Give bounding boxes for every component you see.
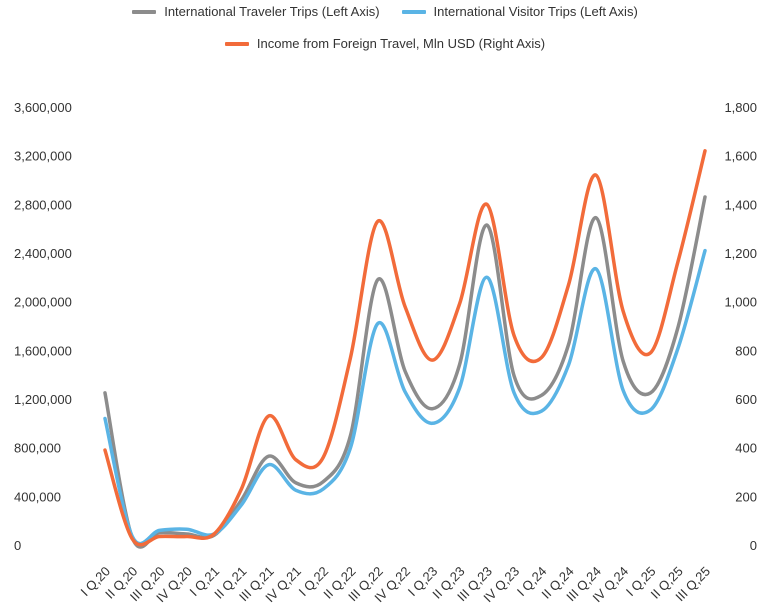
right-tick-label: 800	[735, 343, 757, 358]
right-axis: 0 200 400 600 800 1,000 1,200 1,400 1,600 1,800	[724, 100, 757, 553]
right-tick-label: 1,600	[724, 149, 757, 164]
right-tick-label: 400	[735, 441, 757, 456]
left-tick-label: 2,400,000	[14, 246, 72, 261]
right-tick-label: 1,400	[724, 197, 757, 212]
legend-row-1: International Traveler Trips (Left Axis)…	[0, 4, 770, 19]
right-tick-label: 1,200	[724, 246, 757, 261]
right-tick-label: 0	[750, 538, 757, 553]
left-tick-label: 2,000,000	[14, 295, 72, 310]
left-tick-label: 1,200,000	[14, 392, 72, 407]
left-axis: 0 400,000 800,000 1,200,000 1,600,000 2,000,0…	[14, 100, 72, 553]
legend-item-traveler: International Traveler Trips (Left Axis)	[132, 4, 380, 19]
legend-item-visitor: International Visitor Trips (Left Axis)	[401, 4, 638, 19]
legend-label-income: Income from Foreign Travel, Mln USD (Rig…	[256, 36, 546, 51]
legend-swatch-visitor	[401, 9, 426, 14]
right-tick-label: 1,800	[724, 100, 757, 115]
series-lines	[103, 149, 707, 549]
left-tick-label: 1,600,000	[14, 343, 72, 358]
traveler-trips-line	[103, 195, 707, 549]
right-tick-label: 200	[735, 489, 757, 504]
left-tick-label: 3,600,000	[14, 100, 72, 115]
legend-row-2: Income from Foreign Travel, Mln USD (Rig…	[0, 36, 770, 51]
left-tick-label: 3,200,000	[14, 149, 72, 164]
legend-label-traveler: International Traveler Trips (Left Axis)	[164, 4, 380, 19]
left-tick-label: 2,800,000	[14, 197, 72, 212]
legend-swatch-traveler	[132, 9, 157, 14]
left-tick-label: 800,000	[14, 441, 61, 456]
legend-swatch-income	[224, 41, 249, 46]
income-line	[103, 149, 707, 547]
right-tick-label: 1,000	[724, 295, 757, 310]
left-tick-label: 0	[14, 538, 21, 553]
legend-label-visitor: International Visitor Trips (Left Axis)	[433, 4, 638, 19]
visitor-trips-line	[103, 248, 707, 546]
right-tick-label: 600	[735, 392, 757, 407]
left-tick-label: 400,000	[14, 489, 61, 504]
legend-item-income: Income from Foreign Travel, Mln USD (Rig…	[224, 36, 546, 51]
